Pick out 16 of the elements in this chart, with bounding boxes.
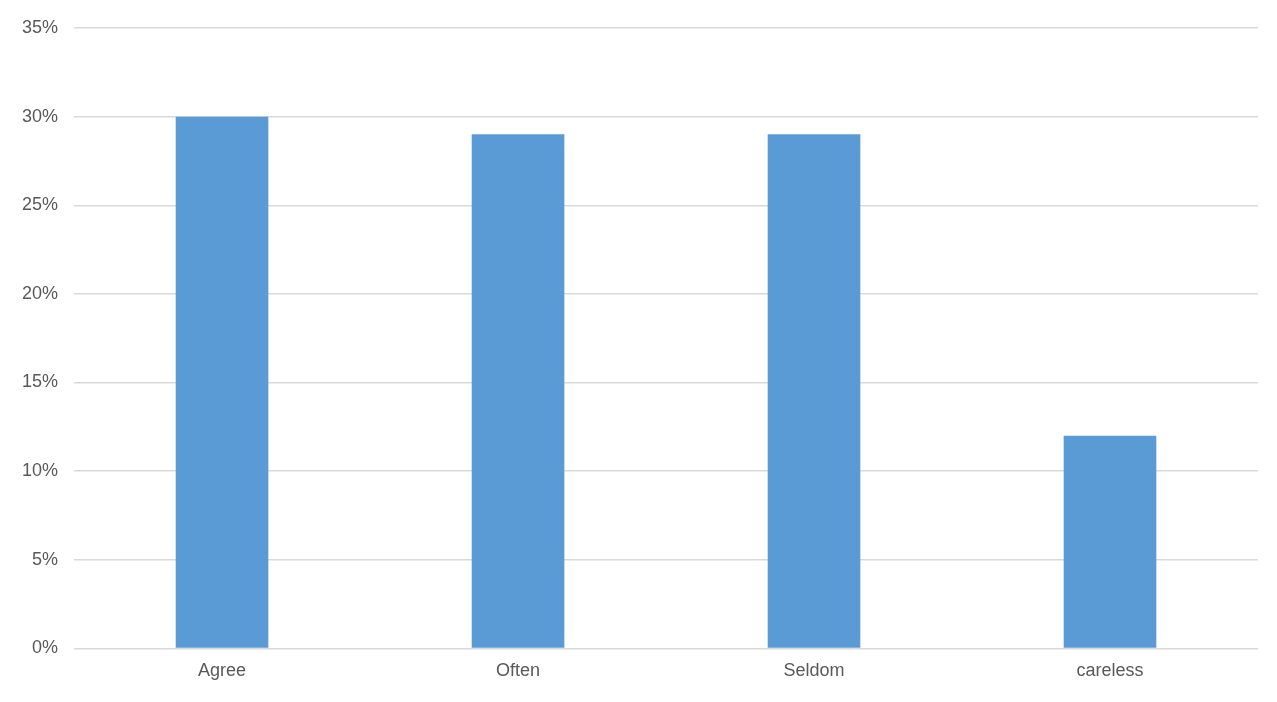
x-tick-label: Agree bbox=[198, 660, 247, 681]
y-tick-label: 20% bbox=[22, 282, 59, 303]
x-tick-label: careless bbox=[1076, 660, 1144, 681]
x-tick-label: Seldom bbox=[783, 660, 845, 681]
y-tick-label: 35% bbox=[22, 16, 59, 37]
y-tick-label: 30% bbox=[22, 105, 59, 126]
bar bbox=[175, 116, 269, 648]
x-tick-label: Often bbox=[496, 660, 541, 681]
bar bbox=[767, 134, 861, 648]
bar bbox=[471, 134, 565, 648]
y-tick-label: 5% bbox=[32, 548, 59, 569]
bar bbox=[1063, 435, 1157, 648]
y-tick-label: 0% bbox=[32, 637, 59, 658]
y-tick-label: 25% bbox=[22, 194, 59, 215]
y-tick-label: 10% bbox=[22, 460, 59, 481]
y-tick-label: 15% bbox=[22, 371, 59, 392]
